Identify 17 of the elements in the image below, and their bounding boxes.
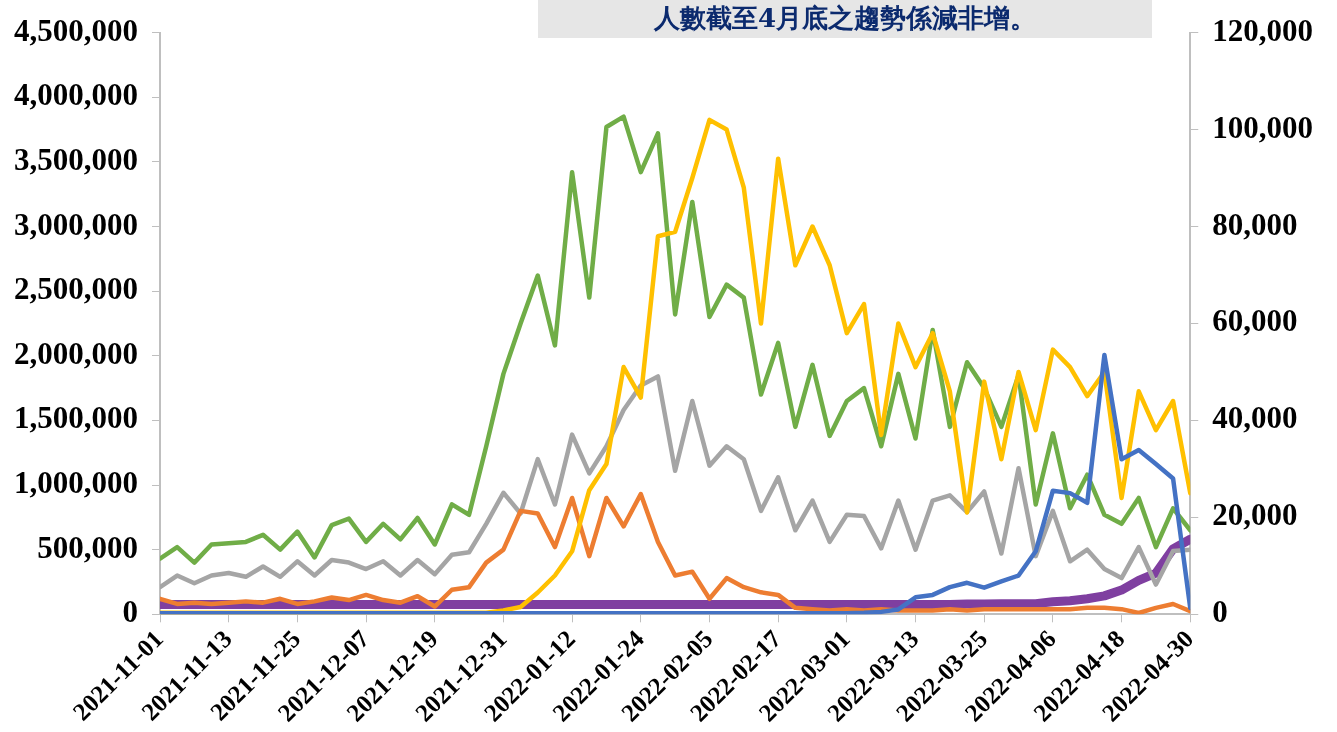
y2-tick-label: 100,000: [1212, 109, 1313, 145]
y-tick-label: 1,500,000: [14, 400, 138, 436]
y2-tick-label: 0: [1212, 594, 1228, 630]
y2-tick-label: 120,000: [1212, 12, 1313, 48]
y-tick-label: 3,000,000: [14, 206, 138, 242]
y2-tick-label: 40,000: [1212, 400, 1298, 436]
y2-tick-label: 60,000: [1212, 303, 1298, 339]
y-tick-label: 0: [122, 594, 138, 630]
y-tick-label: 500,000: [37, 529, 138, 565]
y-tick-label: 1,000,000: [14, 465, 138, 501]
y-tick-label: 4,500,000: [14, 12, 138, 48]
y-tick-label: 3,500,000: [14, 141, 138, 177]
y-tick-label: 2,500,000: [14, 271, 138, 307]
y2-tick-label: 20,000: [1212, 497, 1298, 533]
y-tick-label: 2,000,000: [14, 335, 138, 371]
y-tick-label: 4,000,000: [14, 77, 138, 113]
y2-tick-label: 80,000: [1212, 206, 1298, 242]
